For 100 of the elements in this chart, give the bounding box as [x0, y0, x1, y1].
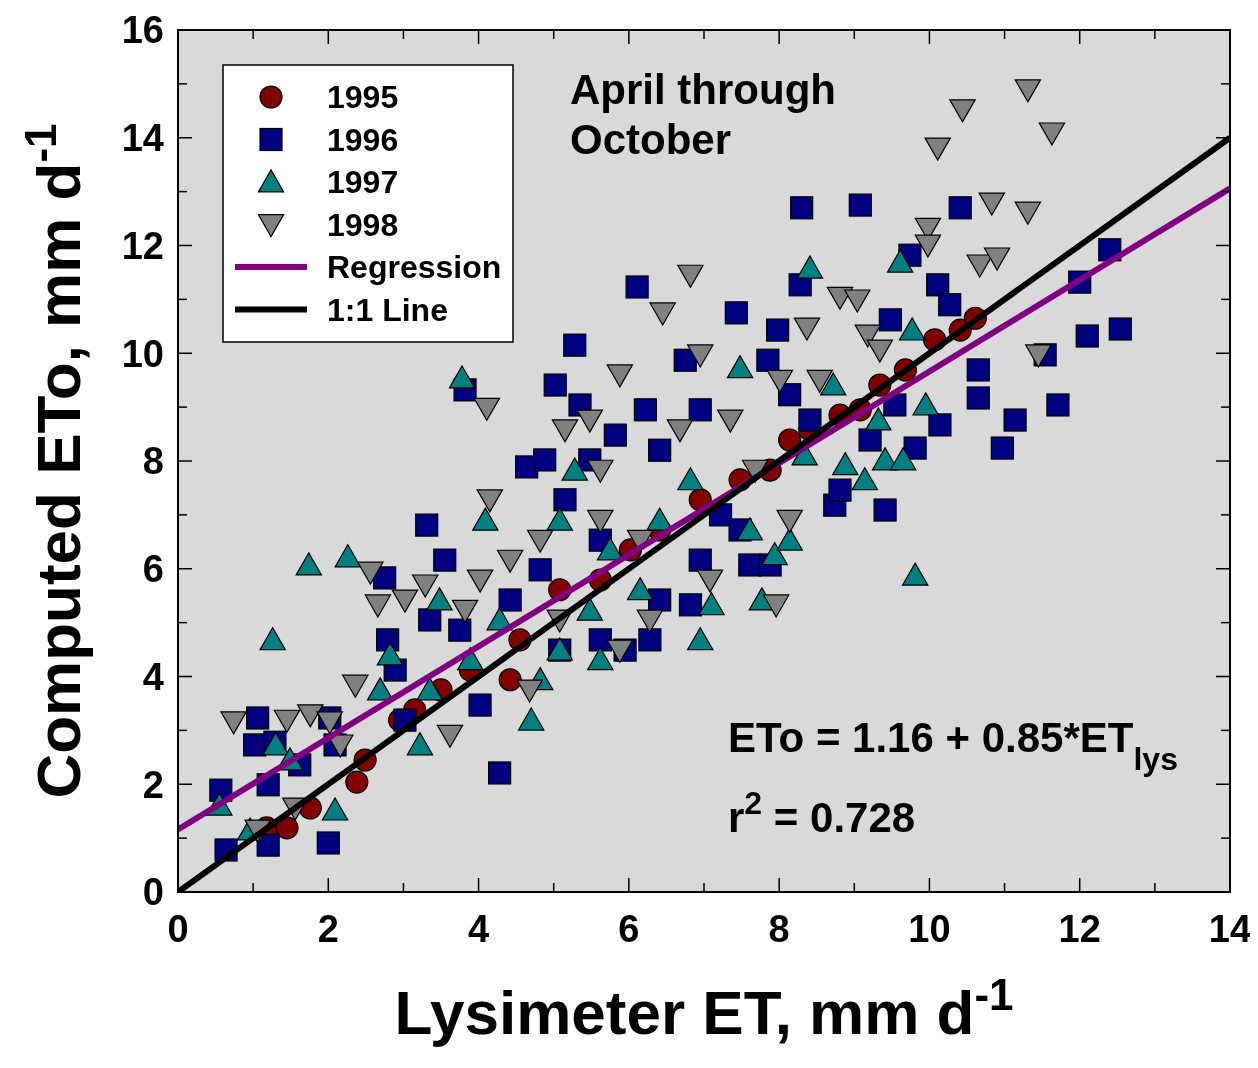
point — [551, 419, 579, 443]
point — [472, 507, 499, 531]
y-tick-label: 10 — [121, 332, 164, 375]
point — [596, 537, 624, 561]
y-tick-label: 14 — [121, 117, 164, 160]
point — [901, 562, 929, 586]
point — [666, 419, 694, 443]
point — [342, 674, 369, 698]
point — [646, 507, 673, 531]
point — [576, 597, 604, 621]
point — [466, 569, 494, 593]
point — [924, 137, 951, 161]
point — [1038, 122, 1066, 146]
point — [776, 509, 803, 533]
y-tick-label: 2 — [142, 763, 164, 806]
y-tick-label: 16 — [121, 9, 164, 52]
x-axis-title: Lysimeter ET, mm d$^{-1}$ — [394, 969, 1014, 1047]
point — [517, 707, 545, 731]
legend-label: 1996 — [327, 121, 399, 158]
point — [561, 457, 588, 481]
point — [406, 732, 434, 756]
point — [983, 247, 1011, 271]
point — [516, 679, 543, 703]
annotation: April through October — [570, 66, 836, 163]
point — [587, 509, 614, 533]
point — [606, 364, 634, 388]
point — [587, 647, 614, 671]
point — [677, 264, 704, 288]
point — [636, 609, 664, 633]
point — [366, 677, 394, 701]
point — [832, 452, 859, 476]
point — [778, 428, 802, 452]
point — [391, 589, 419, 613]
point — [686, 344, 714, 368]
point — [776, 527, 803, 551]
y-tick-label: 8 — [142, 440, 164, 483]
point — [626, 577, 654, 601]
x-tick-label: 8 — [768, 908, 790, 950]
point — [606, 639, 634, 663]
legend-label: 1997 — [327, 164, 399, 201]
point — [736, 517, 764, 541]
point — [436, 724, 464, 748]
point — [898, 317, 926, 341]
point — [854, 324, 882, 348]
point — [576, 409, 604, 433]
point — [912, 392, 939, 416]
annotation: ETo = 1.16 + 0.85*ET$_{lys}$ — [728, 714, 1178, 777]
legend-label: 1998 — [327, 206, 399, 243]
point — [886, 249, 914, 273]
point — [889, 447, 917, 471]
point — [820, 372, 847, 396]
point — [376, 642, 404, 666]
point — [796, 255, 824, 279]
legend-label: 1:1 Line — [327, 291, 448, 328]
point — [451, 599, 479, 623]
point — [717, 409, 744, 433]
point — [1025, 344, 1052, 368]
legend-label: Regression — [327, 249, 502, 286]
point — [844, 289, 871, 313]
point — [357, 561, 384, 585]
point — [448, 365, 476, 389]
y-tick-label: 6 — [142, 548, 164, 591]
point — [649, 302, 676, 326]
point — [476, 489, 504, 513]
x-tick-label: 4 — [468, 908, 490, 950]
point — [806, 369, 833, 393]
point — [297, 704, 324, 728]
point — [587, 459, 614, 483]
y-tick-label: 4 — [142, 655, 164, 698]
point — [275, 816, 299, 840]
point — [949, 99, 976, 123]
annotation: r$^{2}$ = 0.728 — [728, 785, 916, 841]
point — [696, 569, 724, 593]
point — [766, 369, 794, 393]
point — [426, 587, 453, 611]
point — [526, 529, 554, 553]
point — [762, 594, 790, 618]
point — [761, 542, 788, 566]
point — [220, 711, 247, 735]
point — [498, 668, 522, 692]
point — [726, 355, 754, 379]
point — [793, 317, 821, 341]
y-tick-label: 12 — [121, 224, 164, 267]
point — [334, 544, 362, 568]
x-tick-label: 10 — [908, 908, 951, 950]
point — [316, 711, 344, 735]
point — [416, 677, 443, 701]
point — [345, 770, 369, 794]
point — [295, 552, 322, 576]
point — [978, 192, 1006, 216]
x-tick-label: 6 — [618, 908, 640, 950]
point — [1014, 79, 1042, 103]
point — [321, 797, 349, 821]
point — [496, 549, 524, 573]
point — [473, 397, 501, 421]
point — [259, 627, 286, 651]
point — [698, 592, 725, 616]
point — [677, 467, 704, 491]
point — [273, 709, 301, 733]
x-tick-label: 2 — [317, 908, 339, 950]
